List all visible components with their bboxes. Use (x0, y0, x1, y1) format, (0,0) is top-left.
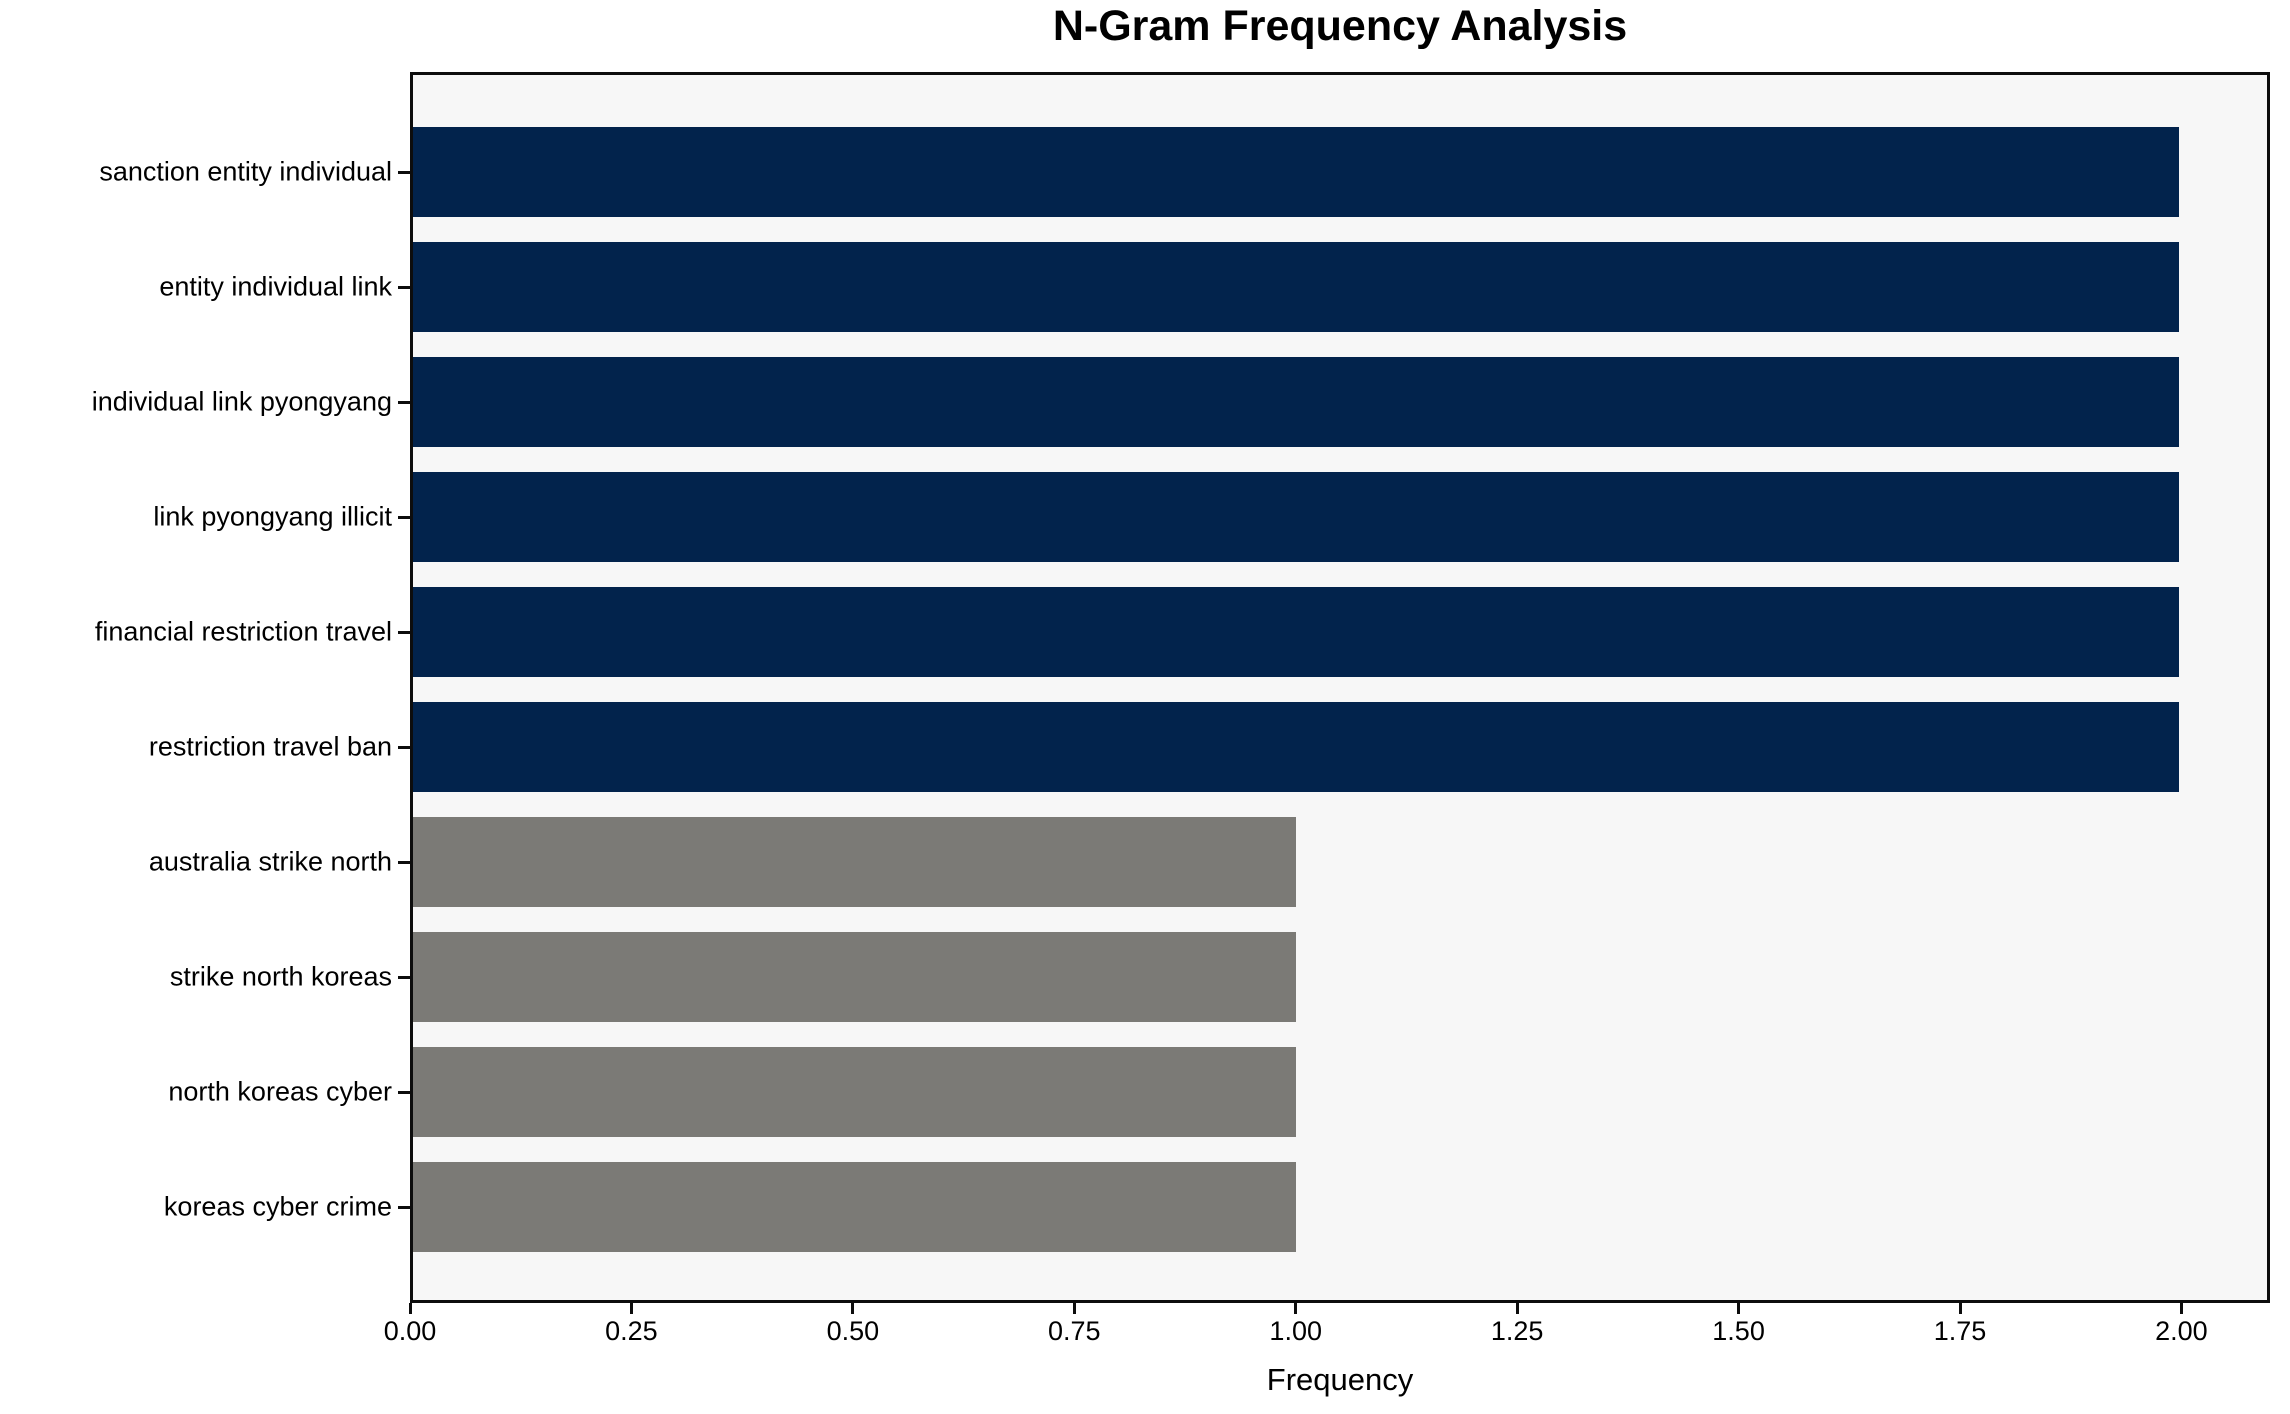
x-tick-mark (1958, 1303, 1962, 1314)
x-tick-label: 2.00 (2155, 1316, 2208, 1346)
bars-layer (413, 75, 2267, 1300)
y-tick-mark (398, 170, 410, 174)
bar-restriction-travel-ban (413, 702, 2179, 792)
bar-sanction-entity-individual (413, 127, 2179, 217)
x-tick-mark (408, 1303, 412, 1314)
y-tick-label: entity individual link (159, 271, 392, 302)
x-tick-label: 1.50 (1712, 1316, 1765, 1346)
x-tick-label: 1.25 (1490, 1316, 1544, 1346)
y-tick-mark (398, 745, 410, 749)
y-tick-mark (398, 860, 410, 864)
x-tick-mark (851, 1303, 855, 1314)
x-tick-mark (1294, 1303, 1298, 1314)
y-tick-mark (398, 515, 410, 519)
y-tick-label: financial restriction travel (94, 616, 392, 647)
y-tick-mark (398, 630, 410, 634)
y-tick-label: australia strike north (148, 846, 392, 877)
y-tick-label: restriction travel ban (148, 731, 392, 762)
x-axis-label: Frequency (1266, 1362, 1414, 1397)
bar-entity-individual-link (413, 242, 2179, 332)
y-tick-mark (398, 400, 410, 404)
y-tick-label: individual link pyongyang (91, 386, 392, 417)
y-tick-mark (398, 285, 410, 289)
bar-financial-restriction-travel (413, 587, 2179, 677)
x-tick-label: 0.25 (605, 1316, 658, 1346)
y-tick-label: north koreas cyber (168, 1076, 392, 1107)
bar-north-koreas-cyber (413, 1047, 1296, 1137)
bar-individual-link-pyongyang (413, 357, 2179, 447)
chart-title: N-Gram Frequency Analysis (1052, 2, 1628, 50)
y-tick-mark (398, 1090, 410, 1094)
x-tick-label: 1.75 (1933, 1316, 1987, 1346)
bar-koreas-cyber-crime (413, 1162, 1296, 1252)
y-tick-label: strike north koreas (169, 961, 392, 992)
x-tick-label: 1.00 (1269, 1316, 1322, 1346)
x-tick-label: 0.00 (383, 1316, 437, 1346)
bar-link-pyongyang-illicit (413, 472, 2179, 562)
y-tick-mark (398, 1205, 410, 1209)
x-tick-mark (629, 1303, 633, 1314)
bar-strike-north-koreas (413, 932, 1296, 1022)
x-tick-mark (1737, 1303, 1741, 1314)
y-tick-mark (398, 975, 410, 979)
y-tick-label: sanction entity individual (99, 156, 392, 187)
x-tick-label: 0.50 (826, 1316, 880, 1346)
x-tick-mark (1515, 1303, 1519, 1314)
x-tick-mark (1072, 1303, 1076, 1314)
x-tick-label: 0.75 (1048, 1316, 1101, 1346)
x-tick-mark (2179, 1303, 2183, 1314)
y-tick-label: link pyongyang illicit (153, 501, 392, 532)
plot-area (410, 72, 2270, 1303)
y-tick-label: koreas cyber crime (163, 1191, 392, 1222)
bar-australia-strike-north (413, 817, 1296, 907)
